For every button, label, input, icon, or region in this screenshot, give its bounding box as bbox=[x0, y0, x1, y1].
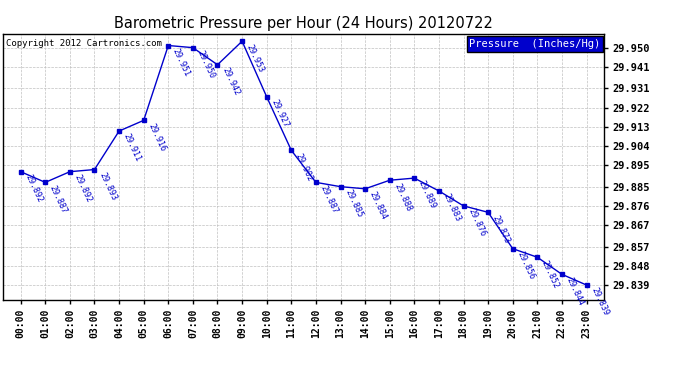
Title: Barometric Pressure per Hour (24 Hours) 20120722: Barometric Pressure per Hour (24 Hours) … bbox=[114, 16, 493, 31]
Text: 29.844: 29.844 bbox=[564, 276, 586, 307]
Text: 29.950: 29.950 bbox=[196, 49, 217, 80]
Text: 29.888: 29.888 bbox=[393, 182, 413, 213]
Text: Copyright 2012 Cartronics.com: Copyright 2012 Cartronics.com bbox=[6, 39, 162, 48]
Text: 29.884: 29.884 bbox=[368, 190, 388, 221]
Text: 29.916: 29.916 bbox=[146, 122, 167, 153]
Text: 29.911: 29.911 bbox=[122, 132, 143, 164]
Text: 29.902: 29.902 bbox=[294, 152, 315, 183]
Text: 29.942: 29.942 bbox=[220, 66, 241, 97]
Text: 29.852: 29.852 bbox=[540, 259, 561, 290]
Text: 29.892: 29.892 bbox=[72, 173, 93, 204]
Text: 29.856: 29.856 bbox=[515, 250, 536, 281]
Text: 29.873: 29.873 bbox=[491, 214, 512, 245]
Text: 29.889: 29.889 bbox=[417, 180, 438, 210]
Text: Pressure  (Inches/Hg): Pressure (Inches/Hg) bbox=[469, 39, 601, 49]
Text: 29.893: 29.893 bbox=[97, 171, 118, 202]
Text: 29.876: 29.876 bbox=[466, 207, 487, 238]
Text: 29.892: 29.892 bbox=[23, 173, 44, 204]
Text: 29.953: 29.953 bbox=[245, 43, 266, 74]
Text: 29.883: 29.883 bbox=[442, 192, 462, 224]
Text: 29.887: 29.887 bbox=[48, 184, 69, 215]
Text: 29.887: 29.887 bbox=[319, 184, 339, 215]
Text: 29.839: 29.839 bbox=[589, 286, 610, 317]
Text: 29.885: 29.885 bbox=[344, 188, 364, 219]
Text: 29.951: 29.951 bbox=[171, 47, 192, 78]
Text: 29.927: 29.927 bbox=[270, 98, 290, 129]
